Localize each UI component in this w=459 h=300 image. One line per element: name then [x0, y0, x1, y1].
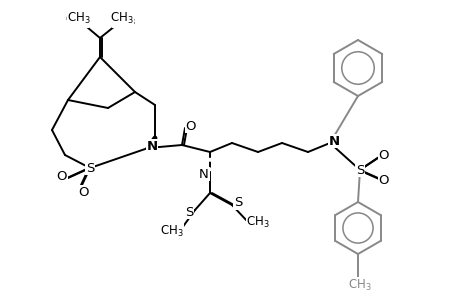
Text: O: O	[185, 119, 196, 133]
Text: S: S	[185, 206, 193, 218]
Text: N: N	[328, 134, 339, 148]
Text: CH$_3$: CH$_3$	[67, 11, 90, 26]
Text: CH$_3$: CH$_3$	[160, 224, 184, 238]
Text: CH$_3$: CH$_3$	[65, 13, 89, 28]
Text: S: S	[86, 161, 94, 175]
Text: O: O	[378, 148, 388, 161]
Text: O: O	[378, 175, 388, 188]
Text: S: S	[233, 196, 241, 209]
Text: CH$_3$: CH$_3$	[110, 11, 134, 26]
Text: S: S	[355, 164, 364, 176]
Text: CH$_3$: CH$_3$	[347, 278, 371, 292]
Text: N: N	[199, 167, 208, 181]
Text: CH$_3$: CH$_3$	[112, 13, 135, 28]
Text: N: N	[146, 140, 157, 152]
Text: O: O	[78, 185, 89, 199]
Text: CH$_3$: CH$_3$	[246, 214, 269, 230]
Text: O: O	[56, 169, 67, 182]
